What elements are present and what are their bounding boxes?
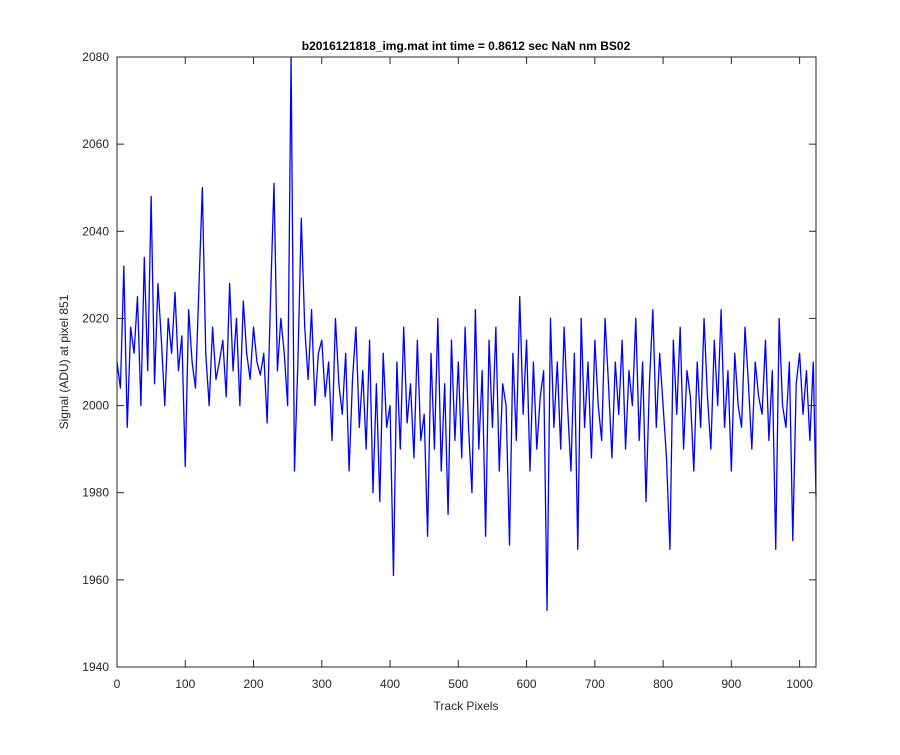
y-tick-label: 2000 <box>82 399 109 413</box>
x-tick-label: 100 <box>175 677 195 691</box>
x-tick-label: 300 <box>312 677 332 691</box>
x-tick-label: 900 <box>721 677 741 691</box>
x-tick-label: 700 <box>585 677 605 691</box>
y-tick-label: 2080 <box>82 50 109 64</box>
chart-title: b2016121818_img.mat int time = 0.8612 se… <box>302 39 631 53</box>
y-axis-label: Signal (ADU) at pixel 851 <box>57 294 71 429</box>
x-tick-label: 400 <box>380 677 400 691</box>
y-tick-label: 1940 <box>82 660 109 674</box>
x-tick-label: 800 <box>653 677 673 691</box>
x-tick-label: 0 <box>114 677 121 691</box>
x-tick-label: 600 <box>517 677 537 691</box>
x-axis-label: Track Pixels <box>434 699 499 713</box>
axes-box <box>116 56 817 668</box>
y-tick-label: 1980 <box>82 486 109 500</box>
y-tick-label: 2040 <box>82 224 109 238</box>
x-tick-label: 500 <box>448 677 468 691</box>
x-tick-label: 200 <box>244 677 264 691</box>
y-tick-label: 1960 <box>82 573 109 587</box>
data-line <box>116 56 817 612</box>
y-tick-label: 2060 <box>82 137 109 151</box>
y-tick-label: 2020 <box>82 311 109 325</box>
x-tick-label: 1000 <box>786 677 813 691</box>
